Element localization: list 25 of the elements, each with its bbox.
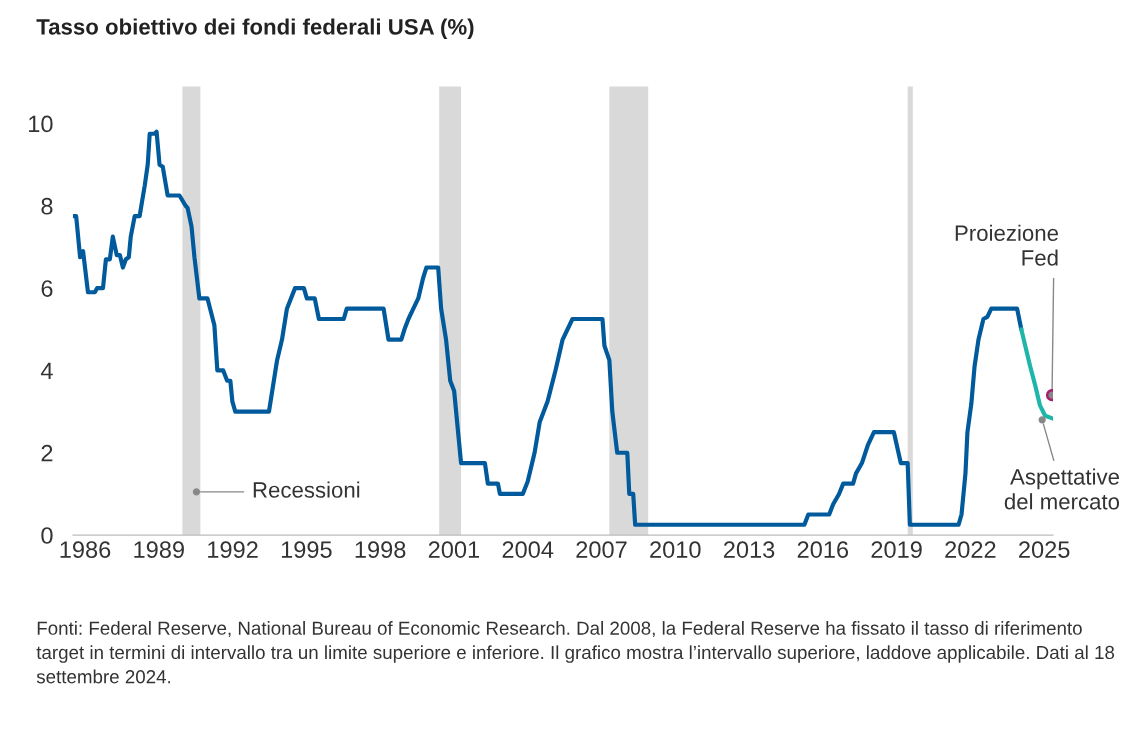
annotation: Aspettative del mercato	[1004, 468, 1120, 510]
y-tick-label: 6	[41, 280, 53, 297]
y-tick-label: 10	[29, 115, 53, 133]
x-tick-label: 2019	[871, 541, 922, 558]
y-tick-label: 8	[41, 197, 53, 215]
x-tick-label: 1992	[208, 541, 258, 558]
annotation: Proiezione Fed	[955, 224, 1058, 266]
x-tick-label: 2001	[428, 541, 480, 558]
text: Fonti: Federal Reserve, National Bureau of Economic Research. Dal 2008, la Federal Reserve ha fissato il tasso di riferimento target in termini di intervallo tra un limite superiore e inferiore. Il grafico mostra l’intervallo superiore, laddove applicabile. Dati al 18 settembre 2024.	[36, 621, 1115, 684]
x-tick-label: 2025	[1019, 541, 1070, 558]
y-tick-label: 4	[40, 362, 53, 379]
x-tick-label: 1989	[134, 541, 184, 558]
chart-title: Tasso obiettivo dei fondi federali USA (%)	[36, 18, 474, 40]
x-tick-label: 2007	[576, 541, 627, 558]
y-tick-label: 0	[41, 527, 53, 544]
x-tick-label: 2010	[650, 541, 701, 558]
y-tick-label: 2	[41, 444, 53, 462]
x-tick-label: 2016	[797, 541, 849, 558]
annotation: Recessioni	[253, 481, 360, 498]
x-tick-label: 2004	[502, 541, 554, 558]
x-tick-label: 1998	[355, 541, 406, 558]
x-tick-label: 2022	[945, 541, 996, 558]
x-tick-label: 1986	[60, 541, 111, 558]
x-tick-label: 1995	[281, 541, 332, 558]
x-tick-label: 2013	[723, 541, 775, 558]
